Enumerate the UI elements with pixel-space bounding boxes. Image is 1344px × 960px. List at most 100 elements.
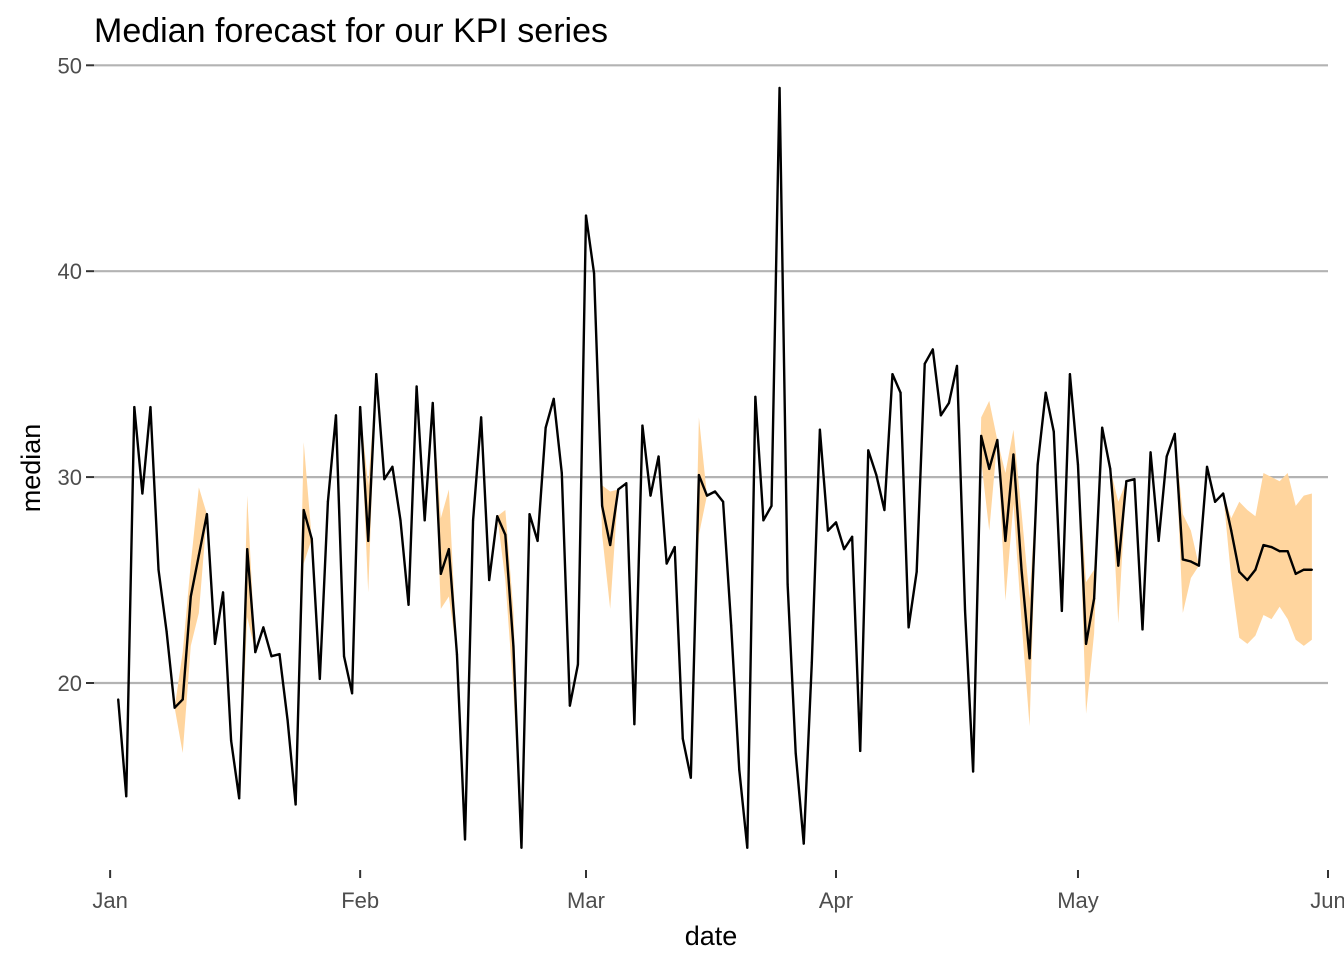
data-point [568, 704, 571, 707]
data-point [471, 519, 475, 522]
data-point [544, 426, 547, 429]
data-point [1213, 500, 1217, 503]
x-tick-label-apr: Apr [819, 888, 853, 913]
data-point [1294, 572, 1297, 575]
data-point [512, 644, 515, 648]
data-point [818, 428, 821, 431]
data-point [367, 539, 370, 543]
data-point [125, 795, 128, 798]
data-point [947, 401, 951, 405]
x-tick-label-feb: Feb [341, 888, 379, 913]
data-point [713, 490, 717, 493]
data-point [786, 583, 789, 586]
data-point [1052, 430, 1055, 433]
data-point [931, 348, 934, 351]
median-series-line [117, 86, 1312, 849]
data-point [1012, 453, 1015, 456]
data-point [794, 751, 797, 755]
data-point [1246, 578, 1249, 582]
data-point [310, 537, 313, 540]
data-point [1004, 539, 1007, 543]
data-point [980, 434, 983, 438]
y-axis: 20 30 40 50 [58, 53, 94, 696]
data-point [617, 488, 620, 491]
data-point [1133, 478, 1136, 481]
data-point [883, 508, 886, 512]
data-point [1076, 463, 1080, 466]
data-point [859, 749, 862, 753]
y-tick-label-50: 50 [58, 53, 82, 78]
data-point [730, 624, 733, 627]
data-point [875, 473, 878, 477]
data-point [536, 539, 539, 543]
data-point [1141, 628, 1144, 631]
data-point [867, 449, 870, 452]
data-point [778, 86, 781, 90]
data-point [770, 504, 773, 508]
data-point [939, 414, 942, 417]
data-point [1028, 657, 1031, 660]
data-point [383, 478, 386, 481]
data-point [463, 838, 467, 841]
data-point [399, 519, 402, 522]
data-point [1254, 568, 1257, 571]
data-point [318, 677, 321, 680]
data-point [350, 692, 354, 695]
data-point [665, 562, 668, 565]
data-point [673, 545, 676, 549]
data-point [1093, 597, 1096, 600]
data-point [1068, 373, 1072, 376]
data-point [528, 513, 531, 516]
data-point [326, 500, 329, 503]
data-point [1310, 568, 1313, 571]
data-point [133, 405, 136, 409]
data-point [447, 548, 450, 551]
data-point [1302, 568, 1305, 571]
data-point [431, 401, 434, 405]
data-point [552, 397, 555, 400]
data-point [189, 595, 192, 598]
data-point [278, 653, 281, 656]
data-point [560, 471, 563, 475]
data-point [584, 214, 588, 217]
data-point [1044, 391, 1047, 394]
data-point [826, 529, 830, 532]
data-point [1165, 455, 1168, 458]
data-point [1020, 568, 1023, 571]
x-tick-label-may: May [1057, 888, 1099, 913]
data-point [802, 842, 805, 845]
data-point [117, 698, 120, 701]
data-point [633, 723, 636, 726]
gridlines [94, 64, 1328, 685]
y-tick-label-20: 20 [58, 671, 82, 696]
data-point [488, 578, 491, 582]
data-point [181, 698, 184, 701]
data-point [149, 405, 152, 409]
y-tick-label-40: 40 [58, 259, 82, 284]
data-point [342, 655, 346, 658]
data-point [1117, 564, 1120, 567]
data-point [1205, 465, 1209, 468]
data-point [230, 739, 233, 742]
data-point [681, 737, 684, 740]
data-point [359, 405, 362, 409]
data-point [197, 554, 200, 557]
data-point [907, 626, 910, 629]
data-point [375, 373, 378, 376]
data-point [1125, 480, 1128, 483]
data-point [254, 651, 257, 654]
data-point [1230, 529, 1233, 532]
data-point [609, 543, 612, 547]
x-tick-label-jun: Jun [1310, 888, 1344, 913]
data-point [157, 568, 160, 571]
data-point [391, 465, 394, 468]
data-point [657, 455, 660, 458]
data-point [173, 706, 176, 709]
data-point [1036, 463, 1039, 466]
data-point [480, 416, 483, 419]
data-point [697, 473, 701, 477]
data-point [1197, 564, 1201, 567]
data-point [601, 504, 604, 508]
data-point [334, 414, 338, 417]
